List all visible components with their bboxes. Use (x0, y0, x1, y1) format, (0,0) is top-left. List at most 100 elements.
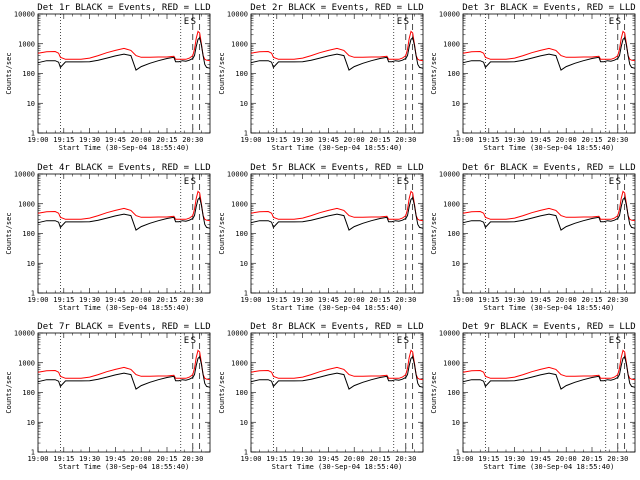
detector-panel-3: Det 3r BLACK = Events, RED = LLD 1 10 100 10… (430, 3, 636, 152)
detector-panel-4: Det 4r BLACK = Events, RED = LLD 1 10 100 10… (5, 163, 211, 312)
x-tick-label: 19:30 (292, 455, 313, 463)
x-axis-label: Start Time (30-Sep-04 18:55:40) (484, 304, 615, 312)
marker-letter: S (404, 17, 409, 27)
y-tick-label: 10000 (14, 171, 35, 179)
x-tick-label: 19:15 (53, 296, 74, 304)
marker-letter: E (184, 17, 189, 27)
x-tick-label: 20:15 (369, 136, 390, 144)
marker-letter: S (191, 17, 196, 27)
x-tick-label: 19:15 (266, 136, 287, 144)
x-tick-label: 20:30 (182, 455, 203, 463)
x-tick-label: 20:00 (131, 296, 152, 304)
marker-letter: S (616, 17, 621, 27)
x-tick-label: 19:30 (292, 136, 313, 144)
x-tick-label: 19:00 (27, 296, 48, 304)
panel-title: Det 9r BLACK = Events, RED = LLD (462, 322, 635, 332)
marker-letter: E (609, 336, 614, 346)
x-tick-label: 19:30 (79, 296, 100, 304)
y-tick-label: 1000 (443, 359, 460, 367)
events-series-line (462, 355, 636, 390)
y-axis-label: Counts/sec (430, 52, 438, 94)
x-tick-label: 19:00 (452, 136, 473, 144)
x-tick-label: 19:45 (530, 296, 551, 304)
x-tick-label: 19:00 (452, 455, 473, 463)
y-axis-label: Counts/sec (218, 371, 226, 413)
x-tick-label: 19:15 (53, 136, 74, 144)
x-tick-label: 19:30 (292, 296, 313, 304)
x-tick-label: 19:45 (105, 136, 126, 144)
marker-letter: E (397, 177, 402, 187)
y-tick-label: 10000 (227, 11, 248, 19)
x-tick-label: 20:15 (581, 296, 602, 304)
lld-series-line (250, 190, 424, 222)
x-axis-label: Start Time (30-Sep-04 18:55:40) (59, 304, 190, 312)
y-axis-label: Counts/sec (218, 212, 226, 254)
x-tick-label: 20:00 (131, 455, 152, 463)
x-tick-label: 20:00 (131, 136, 152, 144)
x-axis-label: Start Time (30-Sep-04 18:55:40) (272, 463, 403, 471)
x-tick-label: 19:00 (27, 136, 48, 144)
y-tick-label: 1000 (18, 359, 35, 367)
x-tick-label: 19:15 (478, 136, 499, 144)
marker-letter: E (184, 177, 189, 187)
y-tick-label: 100 (235, 70, 248, 78)
plot-frame (462, 173, 636, 294)
y-tick-label: 10 (240, 260, 248, 268)
x-axis-label: Start Time (30-Sep-04 18:55:40) (272, 144, 403, 152)
y-tick-label: 10 (240, 419, 248, 427)
y-tick-label: 1 (31, 130, 35, 138)
y-axis-label: Counts/sec (430, 212, 438, 254)
x-tick-label: 19:45 (318, 455, 339, 463)
marker-letter: S (404, 177, 409, 187)
y-tick-label: 1 (244, 290, 248, 298)
panel-title: Det 1r BLACK = Events, RED = LLD (37, 3, 210, 13)
marker-letter: E (184, 336, 189, 346)
x-tick-label: 20:00 (556, 455, 577, 463)
x-tick-label: 20:30 (607, 296, 628, 304)
plot-frame (250, 332, 424, 453)
x-tick-label: 20:15 (156, 136, 177, 144)
y-tick-label: 1 (244, 449, 248, 457)
y-tick-label: 1000 (18, 200, 35, 208)
marker-letter: S (404, 336, 409, 346)
x-tick-label: 20:15 (369, 296, 390, 304)
detector-panel-7: Det 7r BLACK = Events, RED = LLD 1 10 100 10… (5, 322, 211, 471)
y-tick-label: 100 (447, 230, 460, 238)
y-tick-label: 10 (452, 419, 460, 427)
x-axis-label: Start Time (30-Sep-04 18:55:40) (484, 463, 615, 471)
y-tick-label: 100 (22, 230, 35, 238)
y-tick-label: 100 (447, 389, 460, 397)
lld-series-line (37, 190, 211, 222)
x-tick-label: 20:15 (156, 455, 177, 463)
plot-frame (37, 13, 211, 134)
y-tick-label: 10000 (14, 11, 35, 19)
y-tick-label: 100 (22, 389, 35, 397)
y-axis-label: Counts/sec (5, 212, 13, 254)
lld-series-line (462, 190, 636, 222)
x-tick-label: 19:30 (504, 455, 525, 463)
y-tick-label: 100 (22, 70, 35, 78)
lld-series-line (250, 349, 424, 381)
panel-title: Det 5r BLACK = Events, RED = LLD (250, 163, 423, 173)
x-tick-label: 19:45 (105, 455, 126, 463)
x-tick-label: 19:00 (240, 296, 261, 304)
lld-series-line (250, 30, 424, 62)
marker-letter: E (609, 17, 614, 27)
detector-panel-1: Det 1r BLACK = Events, RED = LLD 1 10 100 10… (5, 3, 211, 152)
x-tick-label: 19:45 (318, 136, 339, 144)
y-tick-label: 10 (452, 100, 460, 108)
panel-title: Det 4r BLACK = Events, RED = LLD (37, 163, 210, 173)
y-tick-label: 10 (240, 100, 248, 108)
events-series-line (462, 36, 636, 71)
y-tick-label: 1 (244, 130, 248, 138)
y-tick-label: 10000 (227, 171, 248, 179)
x-tick-label: 20:15 (369, 455, 390, 463)
y-tick-label: 1000 (18, 40, 35, 48)
y-tick-label: 1000 (443, 200, 460, 208)
detector-panel-6: Det 6r BLACK = Events, RED = LLD 1 10 100 10… (430, 163, 636, 312)
marker-letter: S (191, 336, 196, 346)
plot-frame (250, 173, 424, 294)
x-tick-label: 19:00 (240, 136, 261, 144)
x-tick-label: 19:15 (478, 455, 499, 463)
